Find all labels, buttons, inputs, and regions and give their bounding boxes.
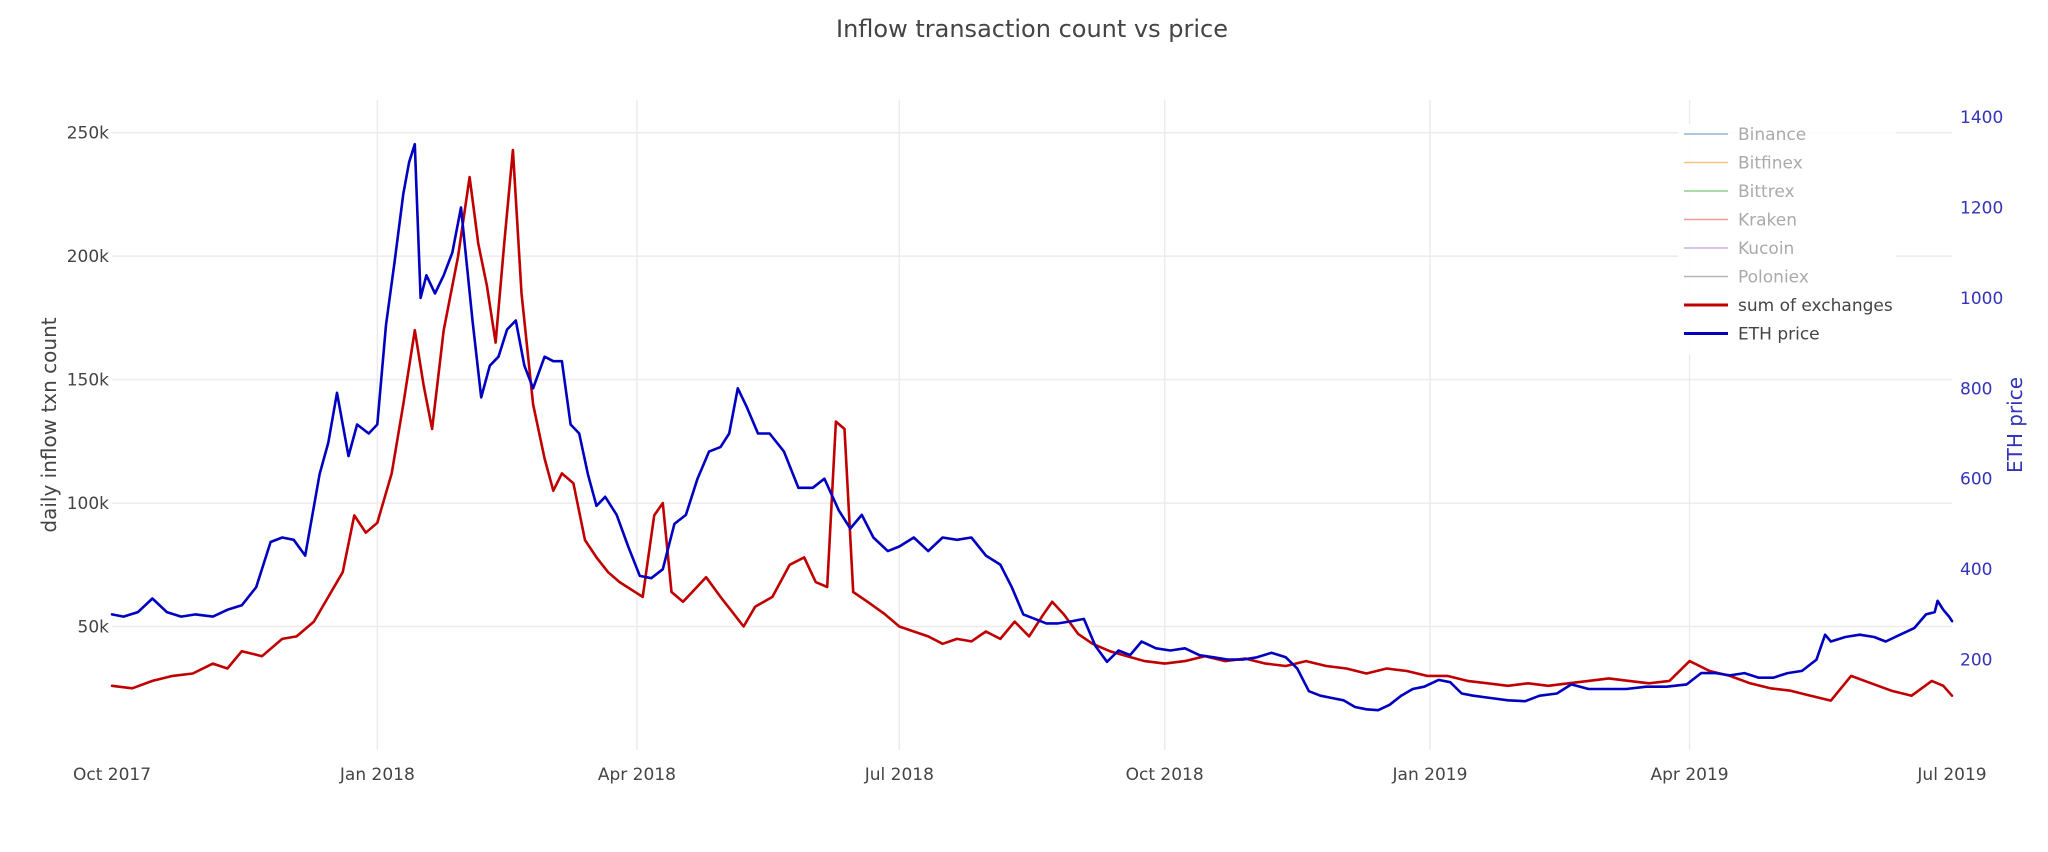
x-tick-label: Jan 2018	[339, 765, 415, 785]
legend-label: Kraken	[1738, 211, 1797, 231]
y-tick-label: 250k	[67, 124, 109, 144]
legend-label: ETH price	[1738, 325, 1820, 345]
legend[interactable]: Binance Bitfinex Bittrex Kraken Kucoin Poloni…	[1678, 124, 1896, 354]
grid-lines	[112, 100, 1952, 750]
series-lines	[110, 142, 1954, 712]
y2-tick-label: 400	[1960, 560, 1992, 580]
x-axis-ticks: Oct 2017 Jan 2018 Apr 2018 Jul 2018 Oct 2018…	[73, 765, 1987, 785]
legend-item[interactable]: ETH price	[1684, 325, 1820, 345]
eth-price-line	[110, 142, 1954, 712]
y2-tick-label: 800	[1960, 379, 1992, 399]
legend-item[interactable]: Kucoin	[1684, 239, 1794, 259]
y-tick-label: 100k	[67, 494, 109, 514]
legend-item[interactable]: Poloniex	[1684, 268, 1809, 288]
y-axis-title: daily inflow txn count	[37, 317, 61, 532]
legend-item[interactable]: Bitfinex	[1684, 154, 1803, 174]
x-tick-label: Jul 2019	[1916, 765, 1986, 785]
legend-label: Binance	[1738, 125, 1806, 145]
legend-label: Poloniex	[1738, 268, 1809, 288]
y2-axis-title: ETH price	[2003, 377, 2027, 473]
y-tick-label: 200k	[67, 247, 109, 267]
sum-of-exchanges-line	[110, 148, 1954, 702]
y2-tick-label: 200	[1960, 651, 1992, 671]
y-axis-ticks: 50k 100k 150k 200k 250k	[67, 124, 109, 638]
x-tick-label: Apr 2019	[1651, 765, 1729, 785]
y2-tick-label: 1000	[1960, 289, 2003, 309]
legend-label: Bittrex	[1738, 182, 1795, 202]
y2-tick-label: 600	[1960, 470, 1992, 490]
x-tick-label: Jan 2019	[1392, 765, 1468, 785]
legend-item[interactable]: sum of exchanges	[1684, 296, 1893, 316]
legend-label: sum of exchanges	[1738, 296, 1893, 316]
legend-label: Kucoin	[1738, 239, 1794, 259]
x-tick-label: Oct 2017	[73, 765, 151, 785]
chart-title: Inflow transaction count vs price	[836, 15, 1228, 43]
legend-item[interactable]: Bittrex	[1684, 182, 1795, 202]
y-tick-label: 150k	[67, 371, 109, 391]
x-tick-label: Apr 2018	[598, 765, 676, 785]
y2-axis-ticks: 200 400 600 800 1000 1200 1400	[1960, 108, 2003, 671]
x-tick-label: Oct 2018	[1126, 765, 1204, 785]
y2-tick-label: 1400	[1960, 108, 2003, 128]
y-tick-label: 50k	[78, 618, 110, 638]
x-tick-label: Jul 2018	[864, 765, 934, 785]
legend-label: Bitfinex	[1738, 154, 1803, 174]
legend-item[interactable]: Kraken	[1684, 211, 1797, 231]
y2-tick-label: 1200	[1960, 198, 2003, 218]
legend-item[interactable]: Binance	[1684, 125, 1806, 145]
